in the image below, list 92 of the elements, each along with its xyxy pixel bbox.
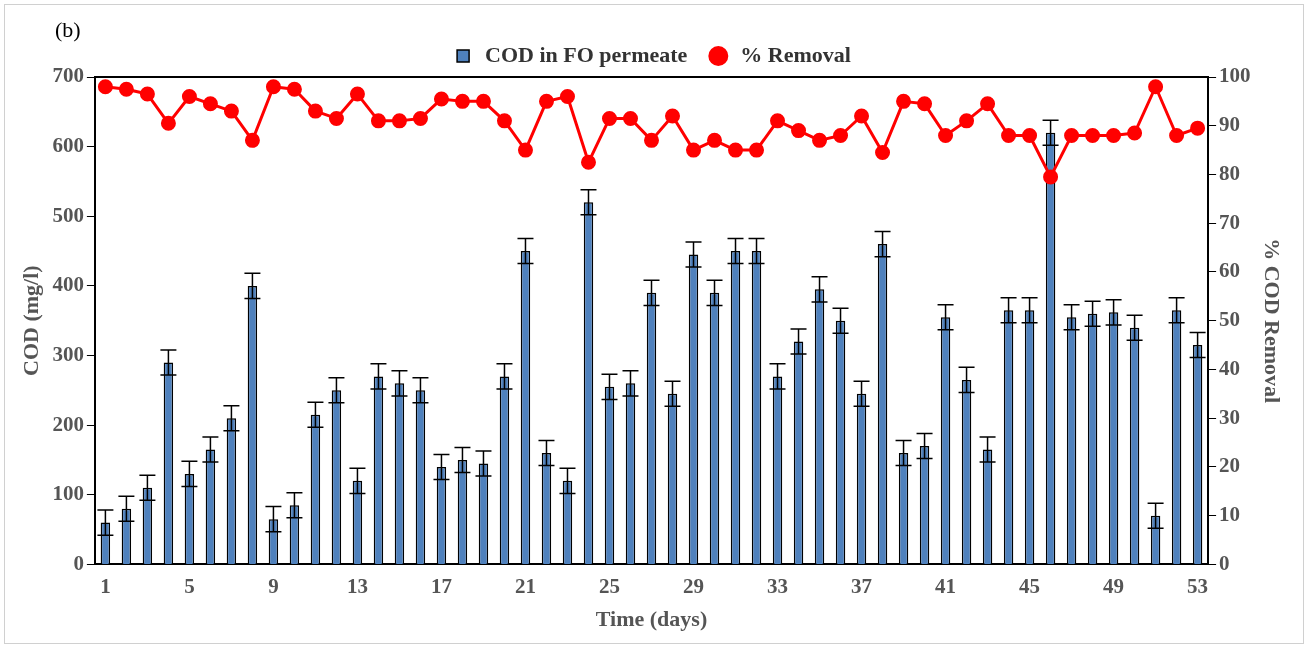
point [875, 145, 891, 161]
point [454, 93, 470, 109]
point [959, 113, 975, 129]
y2-tick-label: 70 [1219, 209, 1241, 234]
point [1148, 79, 1164, 95]
y-tick-label: 400 [52, 272, 84, 297]
y-tick-label: 300 [52, 341, 84, 366]
point [833, 127, 849, 143]
x-tick-label: 45 [1019, 574, 1041, 599]
point [244, 132, 260, 148]
point [496, 113, 512, 129]
y2-tick-label: 80 [1219, 160, 1241, 185]
x-tick-label: 25 [598, 574, 620, 599]
point [349, 86, 365, 102]
x-tick-label: 21 [514, 574, 536, 599]
point [644, 132, 659, 148]
y2-tick-label: 40 [1219, 355, 1241, 380]
point [1106, 127, 1122, 143]
point [412, 110, 428, 126]
x-tick-label: 13 [346, 574, 368, 599]
y2-tick-label: 60 [1219, 258, 1241, 283]
y2-tick-label: 10 [1219, 502, 1241, 527]
y2-axis-title: % COD Removal [1260, 238, 1286, 404]
point [1043, 169, 1059, 185]
point [139, 86, 155, 102]
point [181, 89, 197, 104]
point [686, 142, 702, 158]
y-axis-title: COD (mg/l) [17, 265, 43, 376]
y-tick-label: 0 [73, 550, 84, 575]
legend-label: % Removal [740, 41, 851, 67]
point [328, 110, 344, 126]
point [202, 96, 218, 112]
x-tick-label: 5 [184, 574, 195, 599]
x-tick-label: 9 [268, 574, 279, 599]
point [286, 81, 302, 97]
point [97, 79, 113, 95]
x-tick-label: 33 [767, 574, 789, 599]
point [538, 93, 554, 109]
x-tick-label: 37 [851, 574, 873, 599]
y2-tick-label: 0 [1219, 550, 1230, 575]
x-tick-label: 49 [1103, 574, 1125, 599]
y-tick-label: 200 [52, 411, 84, 436]
y2-tick-label: 100 [1219, 63, 1251, 88]
point [1127, 125, 1143, 141]
point [791, 123, 807, 139]
x-tick-label: 53 [1187, 574, 1209, 599]
point [749, 142, 765, 158]
point [475, 93, 491, 109]
y2-tick-label: 50 [1219, 307, 1241, 332]
point [1064, 127, 1080, 143]
y-tick-label: 700 [52, 63, 84, 88]
point [1169, 127, 1185, 143]
point [265, 79, 281, 95]
point [391, 113, 407, 129]
point [665, 108, 680, 124]
point [118, 81, 134, 97]
point [223, 103, 239, 119]
point [854, 108, 870, 124]
y2-tick-label: 30 [1219, 404, 1241, 429]
point [1085, 127, 1101, 143]
point [517, 142, 533, 158]
point [980, 96, 996, 112]
y2-tick-label: 20 [1219, 453, 1241, 478]
point [707, 132, 723, 148]
point [812, 132, 828, 148]
text: (b) [55, 17, 81, 43]
point [896, 93, 912, 109]
x-axis-title: Time (days) [595, 606, 708, 632]
point [938, 127, 954, 143]
point [370, 113, 386, 129]
point [160, 115, 176, 131]
point [623, 110, 638, 126]
x-tick-label: 29 [683, 574, 705, 599]
point [1022, 127, 1038, 143]
x-tick-label: 41 [935, 574, 957, 599]
point [559, 89, 575, 104]
legend-label: COD in FO permeate [485, 41, 688, 67]
point [1001, 127, 1017, 143]
point [1190, 120, 1206, 136]
y2-tick-label: 90 [1219, 112, 1241, 137]
point [728, 142, 744, 158]
point [601, 110, 617, 126]
point [580, 154, 596, 170]
point [307, 103, 323, 119]
x-tick-label: 1 [100, 574, 111, 599]
point [433, 91, 449, 107]
x-tick-label: 17 [430, 574, 452, 599]
point [770, 113, 786, 129]
y-tick-label: 500 [52, 202, 84, 227]
y-tick-label: 100 [52, 481, 84, 506]
y-tick-label: 600 [52, 133, 84, 158]
point [917, 96, 933, 112]
